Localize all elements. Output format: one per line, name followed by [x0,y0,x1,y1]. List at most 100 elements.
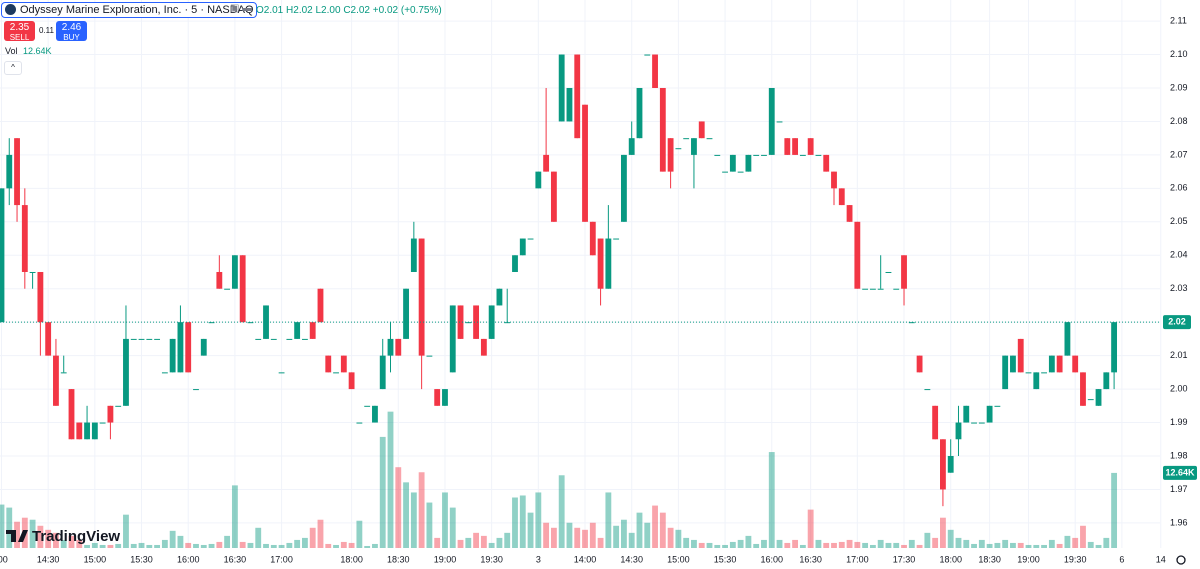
volume-bar [146,544,153,548]
volume-bar [799,544,806,548]
candle-body [1041,372,1047,374]
x-tick-label: 16:30 [224,554,247,564]
candle-body [286,338,293,340]
candle-body [255,338,262,340]
candle-body [379,355,386,390]
candle-body [636,87,643,139]
candle-body [729,154,736,172]
volume-bar [239,541,246,548]
settings-icon[interactable] [1176,555,1186,565]
volume-bar [231,485,238,548]
ohlc-low: L2.00 [315,5,341,16]
volume-bar [574,527,581,548]
volume-bar [426,502,433,548]
candle-body [177,322,184,373]
volume-value: 12.64K [23,46,52,56]
brand-logo[interactable]: TradingView [6,528,120,545]
x-tick-label: :00 [0,554,8,564]
candle-body [885,271,892,273]
volume-bar [784,542,791,548]
volume-bar [278,544,285,548]
volume-bar [823,542,830,548]
candle-body [426,355,433,357]
volume-bar [706,542,713,548]
candle-body [737,171,744,173]
volume-bar [130,543,137,548]
x-tick-label: 18:00 [939,554,962,564]
volume-bar [745,535,752,548]
y-tick-label: 2.10 [1170,49,1188,59]
candle-body [29,271,36,273]
candle-body [566,87,573,122]
candle-body [0,188,5,323]
candle-body [395,338,402,356]
y-tick-label: 2.06 [1170,183,1188,193]
ohlc-change: +0.02 (+0.75%) [372,5,442,16]
candle-body [239,255,246,323]
volume-bar [698,542,705,548]
candle-body [154,338,161,340]
volume-bar [208,543,215,548]
candle-body [84,422,90,440]
volume-bar [247,542,254,548]
candle-body [161,372,168,374]
candle-body [799,154,806,156]
y-tick-label: 2.04 [1170,250,1188,260]
symbol-box[interactable]: Odyssey Marine Exploration, Inc. · 5 · N… [1,2,257,18]
x-tick-label: 19:00 [434,554,457,564]
volume-bar [255,527,262,548]
x-tick-label: 18:30 [978,554,1001,564]
candle-body [317,288,324,323]
candle-body [99,422,106,424]
buy-label: BUY [63,33,80,42]
candle-body [200,338,207,356]
candle-body [123,338,129,406]
volume-bar [831,542,837,548]
x-tick-label: 3 [536,554,541,564]
collapse-button[interactable]: ^ [4,61,22,75]
candle-body [916,355,923,373]
volume-bar [138,542,145,548]
candle-body [683,138,690,140]
candle-body [138,338,145,340]
volume-bar [1064,535,1071,548]
candle-body [535,171,542,189]
y-tick-label: 2.00 [1170,383,1188,393]
volume-bar [340,541,347,548]
volume-bar [480,535,487,548]
grid [0,0,1162,548]
candle-body [675,148,682,150]
volume-bar [597,537,604,548]
x-tick-label: 16:30 [799,554,822,564]
candle-body [761,154,767,156]
volume-bar [916,544,923,548]
candle-body [418,238,425,356]
candle-body [901,255,907,289]
candle-body [963,405,970,423]
volume-bar [76,539,83,548]
candle-body [403,288,409,339]
volume-bar [792,539,799,548]
volume-bar [379,436,386,548]
candle-body [994,405,1001,407]
x-tick-label: 15:30 [130,554,153,564]
candle-body [768,87,775,155]
volume-bar [737,539,744,548]
volume-bar [908,539,915,548]
candle-body [185,322,192,373]
volume-bar [465,537,472,548]
sell-button[interactable]: 2.35 SELL [4,21,35,42]
buy-button[interactable]: 2.46 BUY [56,21,87,42]
candle-body [698,121,705,139]
last-price-label: 2.02 [1168,317,1186,327]
buy-price: 2.46 [61,22,82,33]
candle-body [1002,355,1009,390]
candle-body [932,405,939,440]
volume-bar [893,542,900,548]
volume-bar [1017,542,1024,548]
volume-bar [457,539,464,548]
volume-bar [1033,544,1040,548]
sell-price: 2.35 [9,22,30,33]
